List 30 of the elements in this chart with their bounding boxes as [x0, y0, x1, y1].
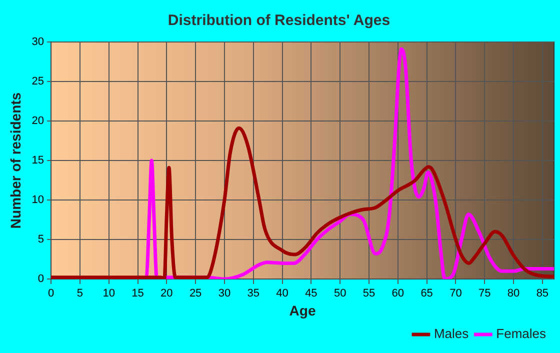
- y-tick-label: 5: [38, 234, 44, 246]
- x-tick-label: 5: [76, 288, 84, 300]
- x-tick-label: 40: [276, 288, 288, 300]
- x-tick-label: 20: [160, 288, 173, 300]
- x-tick-label: 60: [392, 288, 404, 300]
- x-tick-label: 15: [132, 288, 144, 300]
- legend-label: Males: [434, 326, 470, 342]
- x-tick-label: 30: [218, 288, 231, 300]
- chart-title: Distribution of Residents' Ages: [168, 12, 390, 30]
- x-tick-label: 10: [102, 288, 115, 300]
- x-tick-label: 45: [305, 288, 318, 300]
- x-tick-label: 55: [362, 288, 376, 300]
- x-tick-label: 65: [420, 288, 433, 300]
- x-axis-title: Age: [289, 302, 316, 318]
- y-tick-label: 0: [38, 273, 44, 286]
- y-tick-label: 15: [32, 154, 44, 167]
- y-tick-label: 25: [32, 76, 44, 88]
- y-tick-label: 10: [32, 194, 44, 206]
- y-tick-label: 30: [32, 36, 44, 48]
- x-tick-label: 80: [507, 288, 520, 300]
- x-tick-label: 75: [478, 288, 491, 300]
- legend-label: Females: [496, 326, 546, 342]
- x-tick-label: 70: [450, 288, 462, 300]
- x-tick-label: 25: [189, 288, 202, 300]
- x-tick-label: 35: [247, 288, 260, 300]
- x-tick-label: 0: [48, 288, 54, 300]
- x-tick-label: 50: [334, 288, 346, 300]
- x-tick-label: 85: [536, 288, 549, 300]
- y-tick-label: 20: [32, 115, 44, 128]
- y-axis-title: Number of residents: [7, 92, 24, 229]
